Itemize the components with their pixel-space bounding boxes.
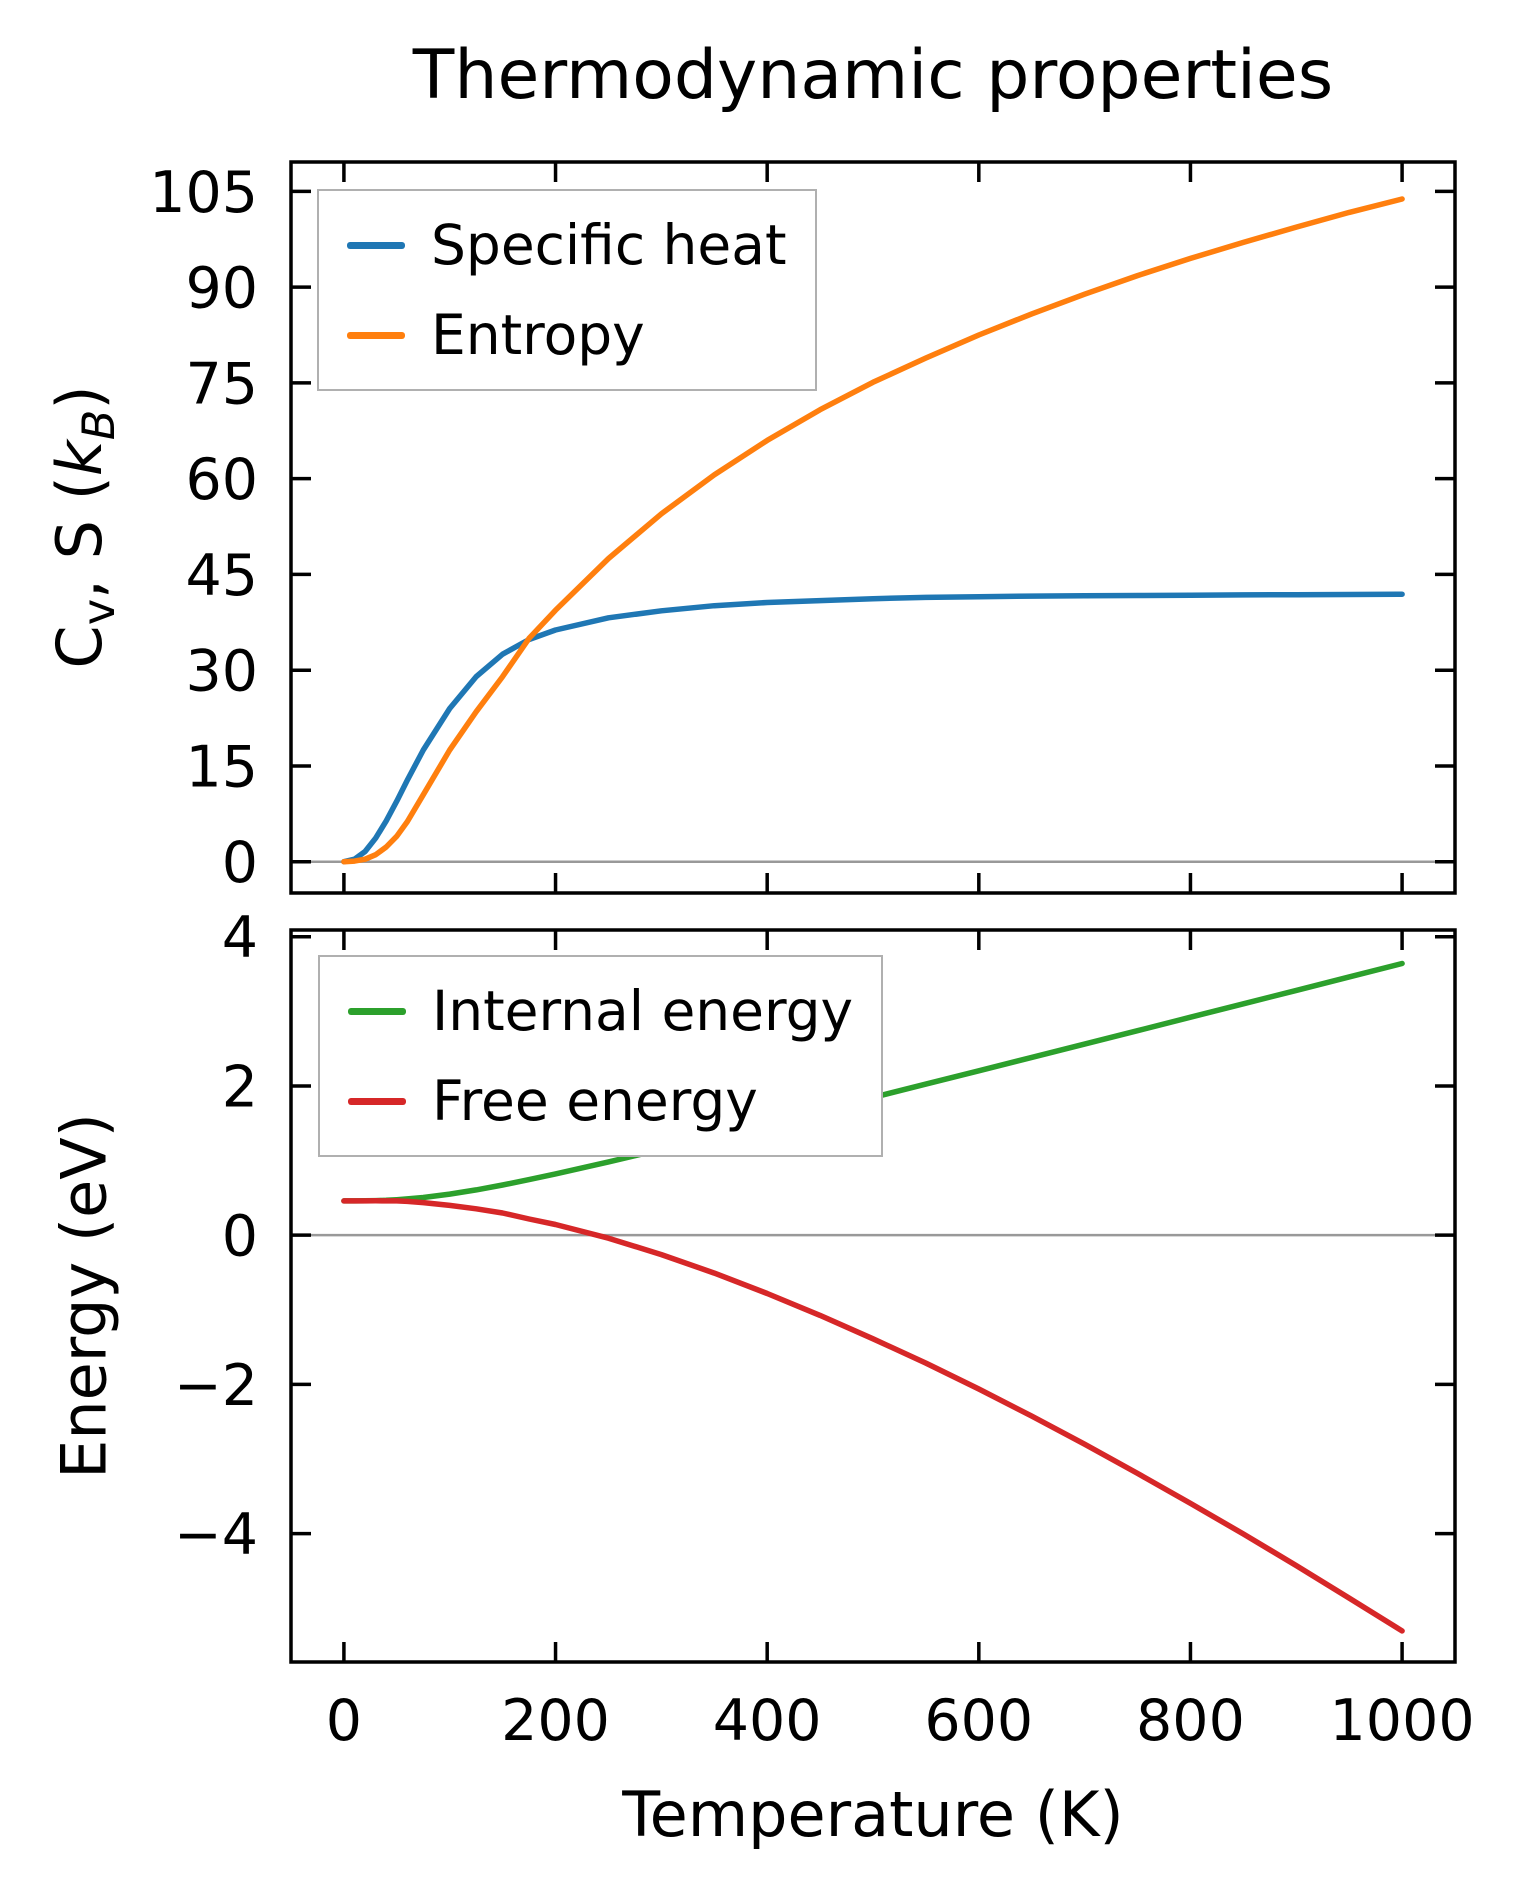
entropy-line-swatch [347, 331, 405, 339]
y-tick-label: 0 [222, 1204, 258, 1270]
x-tick-label: 600 [924, 1688, 1033, 1754]
x-tick-label: 0 [326, 1688, 362, 1754]
plot-area-top [289, 160, 1457, 895]
legend-item-entropy: Entropy [347, 297, 787, 373]
x-axis-label: Temperature (K) [622, 1778, 1124, 1851]
entropy-curve [341, 196, 1405, 865]
y-axis-label-bottom: Energy (eV) [47, 1113, 121, 1479]
ylabel-top-part: ) [42, 385, 116, 410]
y-tick-label: 2 [222, 1054, 258, 1120]
ylabel-top-sub-b: B [73, 409, 126, 441]
specific-heat-line-swatch [347, 241, 405, 249]
ylabel-top-part: , S ( [42, 476, 116, 599]
legend-label: Free energy [432, 1068, 758, 1133]
internal-energy-line-swatch [348, 1007, 406, 1015]
chart-title: Thermodynamic properties [412, 36, 1334, 115]
ylabel-top-k: k [42, 440, 116, 477]
legend-label: Specific heat [431, 212, 787, 277]
x-tick-label: 1000 [1330, 1688, 1475, 1754]
y-tick-label: 45 [185, 543, 258, 609]
legend-item-internal-energy: Internal energy [348, 973, 853, 1049]
legend-label: Internal energy [432, 978, 854, 1043]
free-energy-line-swatch [348, 1097, 406, 1105]
y-axis-label-top: Cv, S (kB) [43, 385, 125, 668]
y-tick-label: 75 [185, 351, 258, 417]
y-tick-label: 30 [185, 639, 258, 705]
legend-item-specific-heat: Specific heat [347, 207, 787, 283]
y-tick-label: 90 [185, 256, 258, 322]
y-tick-label: 60 [185, 447, 258, 513]
specific-heat-curve [341, 591, 1405, 865]
ylabel-top-part: C [42, 625, 116, 669]
legend-top-panel: Specific heat Entropy [317, 189, 817, 391]
y-tick-label: −4 [174, 1502, 258, 1568]
legend-bottom-panel: Internal energy Free energy [318, 955, 884, 1157]
y-tick-label: 0 [222, 830, 258, 896]
legend-label: Entropy [431, 302, 645, 367]
ylabel-top-sub-v: v [73, 598, 126, 626]
y-tick-label: −2 [174, 1353, 258, 1419]
y-tick-label: 15 [185, 734, 258, 800]
free-energy-curve [341, 1198, 1405, 1634]
plot-area-bottom [289, 928, 1457, 1664]
y-tick-label: 4 [222, 905, 258, 971]
y-tick-label: 105 [149, 160, 258, 226]
x-tick-label: 200 [501, 1688, 610, 1754]
legend-item-free-energy: Free energy [348, 1063, 853, 1139]
x-tick-label: 400 [713, 1688, 822, 1754]
x-tick-label: 800 [1136, 1688, 1245, 1754]
